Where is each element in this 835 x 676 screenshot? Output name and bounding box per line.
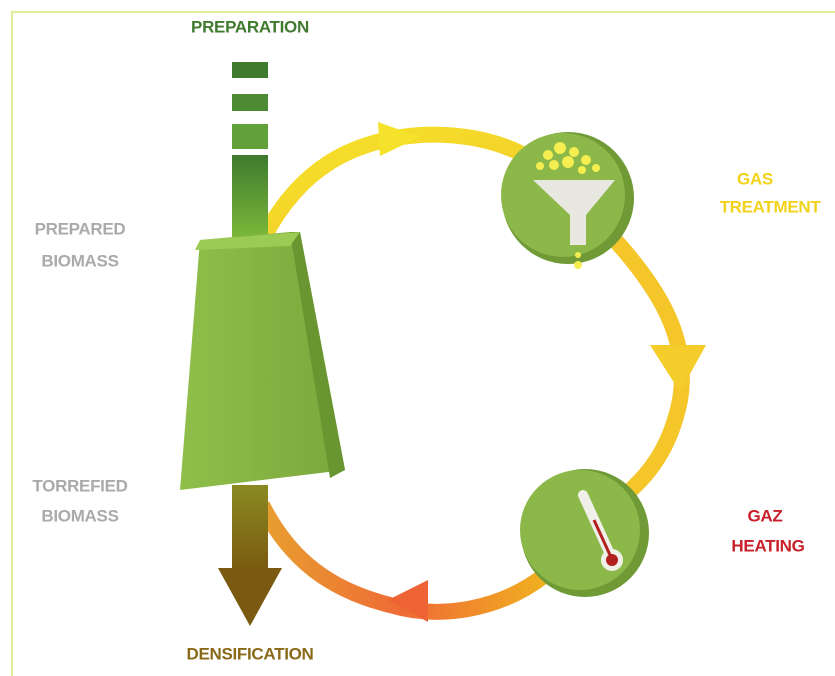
label: TREATMENT <box>720 197 822 216</box>
arrow-right <box>378 122 420 156</box>
label: GAS <box>737 169 773 188</box>
label: BIOMASS <box>41 251 118 270</box>
label: BIOMASS <box>41 506 118 525</box>
thermometer-fluid-bulb <box>606 554 618 566</box>
frame <box>12 12 835 676</box>
bottom-label: DENSIFICATION <box>186 644 313 663</box>
column-bottom <box>232 485 268 570</box>
diagram: PREPARATION DENSIFICATION PREPARED BIOMA… <box>0 0 835 676</box>
arrow-down <box>650 345 706 392</box>
label: PREPARED <box>35 219 126 238</box>
title: PREPARATION <box>191 17 309 36</box>
dash <box>232 124 268 149</box>
label: HEATING <box>731 536 804 555</box>
dash <box>232 94 268 111</box>
gaz-heating-circle <box>520 470 640 590</box>
label: TORREFIED <box>32 476 127 495</box>
arrow-head <box>218 568 282 626</box>
column-top <box>232 155 268 240</box>
dash <box>232 62 268 78</box>
loop-top <box>265 135 540 235</box>
label: GAZ <box>748 506 783 525</box>
